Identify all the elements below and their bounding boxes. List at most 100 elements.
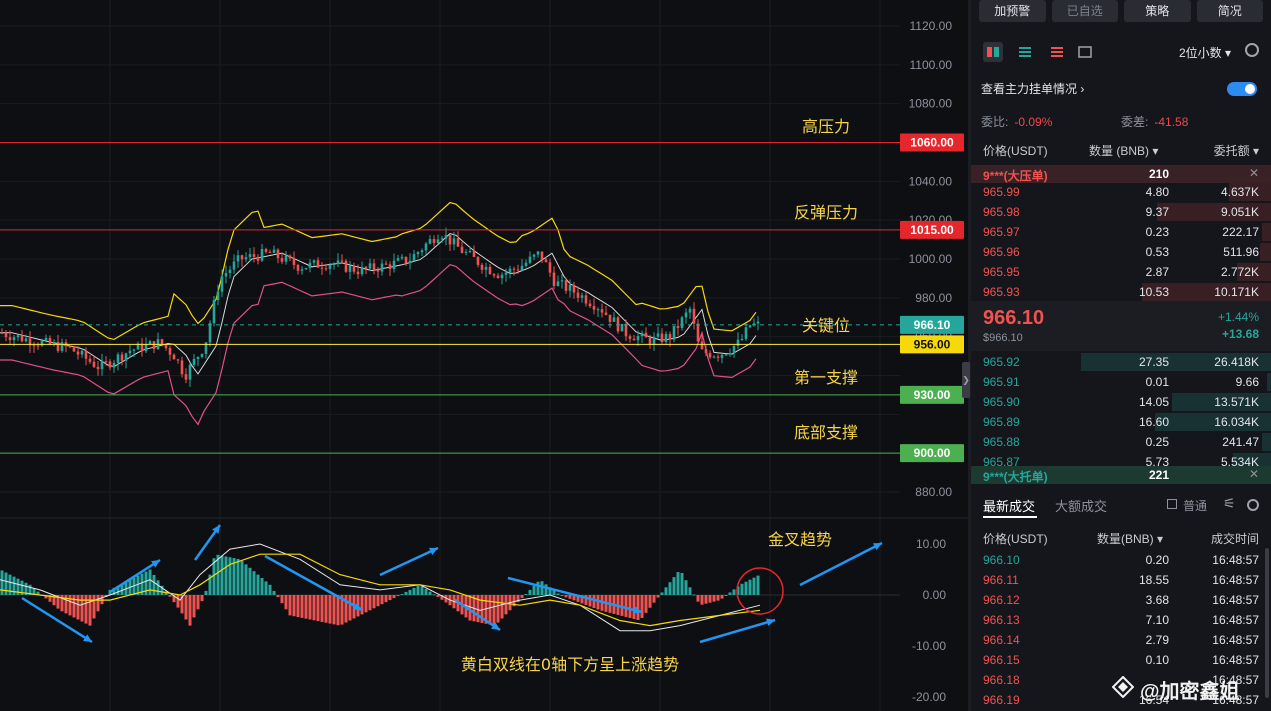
candle-body	[268, 251, 272, 253]
big-buy-order[interactable]: 9***(大托单) 221 ✕	[971, 466, 1271, 484]
orderbook-header: 价格(USDT) 数量 (BNB) ▾ 委托额 ▾	[971, 142, 1271, 164]
candle-body	[508, 268, 512, 273]
candle-body	[240, 255, 244, 260]
chart-area[interactable]: 1120.00 1100.00 1080.00 1040.00 1020.00 1000.…	[0, 0, 968, 711]
macd-bar	[148, 569, 152, 595]
candle-body	[124, 353, 128, 361]
big-sell-order[interactable]: 9***(大压单) 210 ✕	[971, 165, 1271, 183]
orderbook-buy-icon[interactable]	[1015, 42, 1035, 62]
candle-body	[556, 281, 560, 286]
candle-body	[340, 260, 344, 262]
candle-body	[408, 260, 412, 264]
price-chart[interactable]: 1120.001100.001080.001040.001020.001000.…	[0, 0, 968, 711]
orderbook-sell-icon[interactable]	[1047, 42, 1067, 62]
trade-time: 16:48:57	[1212, 553, 1259, 567]
order-total: 13.571K	[1214, 395, 1259, 409]
candle-body	[36, 345, 40, 347]
candle-body	[604, 312, 608, 315]
macd-bar	[632, 595, 636, 619]
macd-bar	[392, 595, 396, 599]
candle-body	[28, 338, 32, 346]
filter-icon[interactable]: ⚟	[1223, 495, 1236, 511]
candle-body	[528, 256, 532, 263]
overview-button[interactable]: 简况	[1196, 0, 1263, 22]
candle-body	[292, 258, 296, 266]
watchlist-button[interactable]: 已自选	[1051, 0, 1118, 22]
bid-row[interactable]: 965.92 27.35 26.418K	[971, 352, 1271, 372]
candle-body	[336, 260, 340, 265]
normal-checkbox[interactable]	[1167, 499, 1177, 509]
trades-scrollbar[interactable]	[1265, 548, 1269, 698]
trade-qty: 0.20	[1145, 553, 1169, 567]
macd-bar	[64, 595, 68, 614]
macd-bar	[336, 595, 340, 626]
strategy-button[interactable]: 策略	[1124, 0, 1191, 22]
trades-tabs: 最新成交 大额成交 普通 ⚟	[971, 494, 1271, 518]
macd-bar	[560, 595, 564, 596]
ask-row[interactable]: 965.93 10.53 10.171K	[971, 282, 1271, 302]
macd-bar	[120, 583, 124, 595]
macd-bar	[56, 595, 60, 609]
bid-row[interactable]: 965.91 0.01 9.66	[971, 372, 1271, 392]
ask-row[interactable]: 965.95 2.87 2.772K	[971, 262, 1271, 282]
col-qty[interactable]: 数量 (BNB) ▾	[1089, 144, 1159, 158]
candle-body	[432, 239, 436, 244]
candle-body	[100, 361, 104, 370]
bid-row[interactable]: 965.88 0.25 241.47	[971, 432, 1271, 452]
order-price: 965.88	[983, 435, 1020, 449]
ask-row[interactable]: 965.99 4.80 4.637K	[971, 182, 1271, 202]
macd-bar	[376, 595, 380, 607]
macd-bar	[0, 570, 4, 595]
col-total[interactable]: 委托额 ▾	[1213, 144, 1259, 158]
macd-bar	[748, 579, 752, 595]
macd-bar	[80, 595, 84, 622]
close-icon[interactable]: ✕	[1248, 166, 1259, 180]
order-qty: 0.53	[1145, 245, 1169, 259]
orderbook-expand-icon[interactable]	[1075, 42, 1095, 62]
trade-price: 966.11	[983, 573, 1019, 587]
change-abs: +13.68	[1221, 327, 1259, 341]
tcol-qty[interactable]: 数量(BNB) ▾	[1097, 532, 1164, 546]
orderbook-both-icon[interactable]	[983, 42, 1003, 62]
trend-arrow-head	[873, 543, 882, 551]
trend-arrow	[799, 541, 883, 587]
ask-row[interactable]: 965.96 0.53 511.96	[971, 242, 1271, 262]
candle-body	[8, 337, 12, 341]
tab-latest-trades[interactable]: 最新成交	[983, 499, 1036, 514]
trades-settings-icon[interactable]	[1247, 499, 1259, 511]
macd-bar	[664, 587, 668, 595]
active-tab-underline	[983, 516, 1037, 518]
view-main-orders-link[interactable]: 查看主力挂单情况 ›	[981, 82, 1085, 96]
candle-body	[612, 317, 616, 322]
settings-gear-icon[interactable]	[1245, 43, 1259, 57]
bid-row[interactable]: 965.89 16.60 16.034K	[971, 412, 1271, 432]
order-total: 26.418K	[1214, 355, 1259, 369]
macd-bar	[348, 595, 352, 621]
macd-bar	[344, 595, 348, 623]
candle-body	[44, 337, 48, 341]
normal-label: 普通	[1183, 499, 1208, 513]
macd-bar	[584, 595, 588, 605]
level-badge	[900, 335, 964, 354]
bid-row[interactable]: 965.90 14.05 13.571K	[971, 392, 1271, 412]
macd-bar	[524, 593, 528, 595]
macd-bar	[364, 595, 368, 613]
close-icon[interactable]: ✕	[1248, 467, 1259, 481]
add-alert-button[interactable]: 加预警	[979, 0, 1046, 22]
ask-row[interactable]: 965.97 0.23 222.17	[971, 222, 1271, 242]
tab-large-trades[interactable]: 大额成交	[1055, 499, 1108, 514]
macd-bar	[440, 595, 444, 600]
order-price: 965.95	[983, 265, 1020, 279]
collapse-panel-handle[interactable]: ❯	[962, 362, 970, 398]
macd-bar	[744, 581, 748, 595]
macd-bar	[252, 571, 256, 595]
candle-body	[436, 239, 440, 244]
candle-body	[136, 343, 140, 350]
candle-body	[216, 291, 220, 301]
ask-row[interactable]: 965.98 9.37 9.051K	[971, 202, 1271, 222]
decimals-select[interactable]: 2位小数 ▾	[1178, 46, 1231, 60]
main-orders-toggle[interactable]	[1227, 82, 1257, 96]
candle-body	[592, 306, 596, 310]
macd-bar	[552, 590, 556, 595]
macd-bar	[324, 595, 328, 623]
